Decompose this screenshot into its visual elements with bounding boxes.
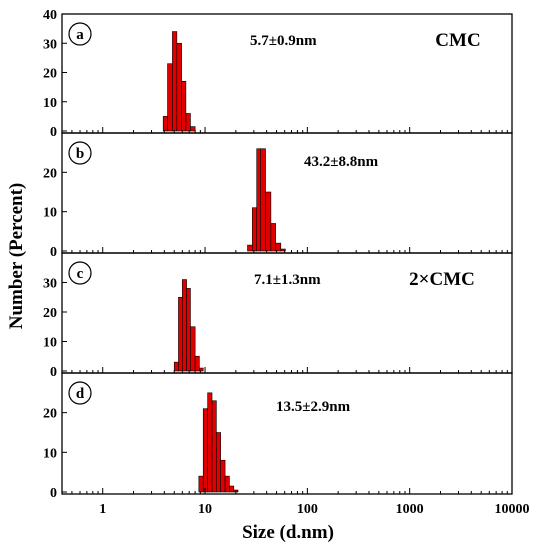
panel-letter-d: d <box>76 386 85 402</box>
bar-b-2 <box>256 148 262 252</box>
bar-b-3 <box>260 148 266 252</box>
bar-a-0 <box>162 116 168 132</box>
bar-d-3 <box>211 400 217 493</box>
bar-a-6 <box>190 126 196 132</box>
bar-c-0 <box>173 361 179 372</box>
bar-b-6 <box>275 242 282 252</box>
bar-b-4 <box>265 191 272 252</box>
y-tick-label-a-3: 30 <box>43 37 57 52</box>
panel-a: 0 10 20 30 40 a 5.7±0.9nm CMC <box>43 8 513 140</box>
size-annotation-a: 5.7±0.9nm <box>250 33 317 49</box>
x-tick-label-4: 10000 <box>495 502 530 517</box>
y-tick-label-c-0: 0 <box>50 365 57 380</box>
bar-b-1 <box>252 207 258 252</box>
y-tick-label-c-3: 30 <box>43 277 57 292</box>
bar-d-0 <box>198 475 204 493</box>
panel-badge-d <box>68 381 92 405</box>
y-tick-label-a-4: 40 <box>43 8 57 23</box>
y-tick-label-a-0: 0 <box>50 125 57 140</box>
bar-d-5 <box>220 459 226 493</box>
bar-a-4 <box>181 80 187 132</box>
panel-letter-b: b <box>76 146 84 162</box>
size-annotation-b: 43.2±8.8nm <box>304 154 379 170</box>
x-axis-label: Size (d.nm) <box>242 522 334 543</box>
panel-letter-a: a <box>76 27 84 43</box>
bar-b-7 <box>280 248 286 252</box>
bar-d-2 <box>207 392 213 493</box>
x-tick-label-0: 1 <box>99 502 106 517</box>
bar-d-4 <box>216 432 221 493</box>
x-tick-label-3: 1000 <box>396 502 424 517</box>
panel-badge-b <box>68 141 92 165</box>
panel-frame-b <box>61 132 513 254</box>
panel-badge-c <box>68 261 92 285</box>
bar-c-5 <box>194 355 200 372</box>
size-annotation-d: 13.5±2.9nm <box>276 399 351 415</box>
y-tick-label-d-1: 10 <box>43 446 57 461</box>
panel-badge-a <box>68 22 92 46</box>
bar-d-7 <box>229 485 235 493</box>
y-tick-label-c-1: 10 <box>43 336 57 351</box>
size-annotation-c: 7.1±1.3nm <box>254 272 321 288</box>
x-tick-label-1: 10 <box>198 502 212 517</box>
bar-d-1 <box>202 408 208 493</box>
y-tick-label-c-2: 20 <box>43 306 57 321</box>
y-tick-label-a-1: 10 <box>43 96 57 111</box>
bar-a-1 <box>167 63 173 132</box>
bar-a-2 <box>172 31 178 132</box>
bar-b-5 <box>270 223 276 252</box>
panel-frame-d <box>61 372 513 495</box>
bar-c-4 <box>190 326 196 372</box>
y-tick-label-b-1: 10 <box>43 206 57 221</box>
y-tick-label-a-2: 20 <box>43 67 57 82</box>
panel-c: 0 10 20 30 c 7.1±1.3nm 2×CMC <box>43 252 513 380</box>
bar-c-1 <box>178 296 183 372</box>
concentration-label-a: CMC <box>435 30 480 51</box>
bar-b-0 <box>247 244 253 252</box>
bar-a-5 <box>185 113 191 132</box>
y-tick-label-d-2: 20 <box>43 407 57 422</box>
bar-c-2 <box>182 279 187 372</box>
y-tick-label-b-2: 20 <box>43 166 57 181</box>
bar-d-6 <box>224 475 230 493</box>
panel-letter-c: c <box>77 266 84 282</box>
concentration-label-c: 2×CMC <box>409 269 475 290</box>
y-axis-label: Number (Percent) <box>6 183 27 330</box>
bar-a-3 <box>176 42 182 132</box>
y-tick-label-b-0: 0 <box>50 245 57 260</box>
panel-b: 0 10 20 b 43.2±8.8nm <box>43 132 513 260</box>
y-tick-label-d-0: 0 <box>50 486 57 501</box>
bar-c-3 <box>186 288 191 372</box>
x-tick-label-2: 100 <box>297 502 318 517</box>
panel-d: 0 10 20 d 13.5±2.9nm <box>43 372 513 501</box>
bar-c-6 <box>199 367 204 372</box>
